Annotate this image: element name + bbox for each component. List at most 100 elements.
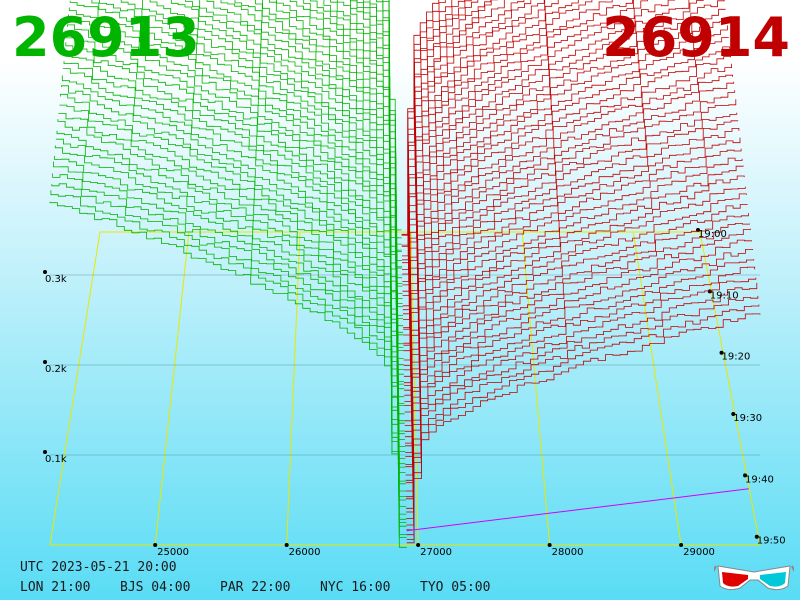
ask-latest-line [406, 488, 749, 532]
depth-tick [43, 450, 47, 454]
ask-depth-line [405, 213, 749, 484]
bid-depth-line [56, 130, 406, 501]
depth-chart[interactable]: 25000 26000 27000 28000 29000 0.1k 0.2k 0.3k 19:… [0, 0, 800, 560]
bid-depth-line [61, 75, 406, 468]
ask-depth-line [404, 112, 738, 426]
ask-depth-line [403, 17, 727, 371]
price-tick-label: 28000 [552, 547, 584, 558]
ask-depth-line [401, 0, 472, 257]
bid-depth-line [53, 161, 407, 523]
time-tick-label: 19:00 [698, 229, 727, 240]
bid-depth-line [54, 155, 407, 520]
bid-depth-line [220, 0, 404, 365]
ask-depth-line [403, 0, 613, 320]
bid-depth-line [269, 0, 404, 345]
ask-depth-line [405, 175, 745, 465]
time-tick [707, 289, 712, 294]
bid-depth-line [262, 0, 404, 348]
bid-depth-line [388, 0, 402, 245]
ask-depth-line [405, 204, 748, 481]
ask-depth-line [404, 90, 736, 413]
time-tick-label: 19:50 [757, 536, 786, 547]
bid-depth-line [49, 201, 407, 548]
ask-depth-line [405, 193, 747, 476]
bid-depth-line [91, 0, 405, 415]
bid-depth-line [67, 24, 405, 435]
bid-depth-line [55, 138, 407, 507]
ask-depth-line [406, 277, 757, 526]
ask-depth-line [404, 37, 729, 384]
price-tick [547, 543, 552, 547]
depth-tick-label: 0.3k [45, 274, 67, 285]
chart-grid [43, 228, 761, 547]
price-gridline [521, 231, 551, 546]
ask-depth-line [404, 55, 731, 391]
ask-depth-line [402, 0, 525, 282]
ask-depth-line [403, 0, 676, 344]
bid-depth-line [58, 113, 406, 492]
time-tick-label: 19:40 [745, 474, 774, 485]
price-gridline [154, 231, 190, 546]
bid-depth-line [68, 7, 405, 424]
ask-depth-line [405, 228, 751, 498]
ask-depth-line [406, 259, 755, 513]
depth-lines [49, 0, 761, 548]
ask-depth-line [405, 137, 741, 444]
bid-depth-line [276, 0, 404, 336]
bid-depth-line [164, 0, 405, 385]
time-tick-label: 19:10 [710, 290, 739, 301]
clock-lon: LON 21:00 [20, 580, 91, 595]
ask-depth-line [404, 99, 737, 422]
bid-depth-line [120, 0, 405, 404]
time-tick [754, 534, 759, 539]
bid-depth-line [206, 0, 404, 370]
time-tick-label: 19:20 [722, 352, 751, 363]
ask-depth-line [404, 120, 739, 432]
depth-tick [43, 360, 47, 364]
clock-par: PAR 22:00 [220, 580, 291, 595]
bid-depth-line [65, 42, 406, 447]
bid-depth-line [303, 0, 404, 327]
ask-depth-line [404, 81, 735, 406]
clock-tyo: TYO 05:00 [420, 580, 491, 595]
time-tick-label: 19:30 [733, 413, 762, 424]
bid-depth-line [323, 0, 403, 316]
clock-nyc: NYC 16:00 [320, 580, 391, 595]
ask-depth-line [405, 223, 750, 492]
depth-tick-label: 0.2k [45, 364, 67, 375]
ask-depth-line [402, 0, 579, 311]
ask-depth-line [406, 249, 753, 509]
time-tick [719, 350, 724, 355]
ask-depth-line [404, 63, 732, 396]
ask-depth-line [402, 0, 559, 307]
ask-depth-line [404, 46, 730, 386]
bid-depth-line [51, 183, 407, 535]
price-tick [153, 543, 158, 547]
price-tick [416, 543, 421, 547]
bid-depth-line [142, 0, 405, 398]
price-tick [679, 543, 684, 547]
ask-depth-line [403, 0, 725, 361]
bid-depth-line [59, 104, 406, 485]
bid-depth-line [330, 0, 403, 308]
ask-depth-line [405, 165, 744, 457]
ask-depth-line [402, 0, 479, 261]
price-gridline [632, 231, 682, 546]
price-tick [284, 543, 289, 547]
bid-depth-line [64, 48, 406, 452]
ask-price: 26914 [602, 6, 790, 69]
ask-depth-line [402, 0, 532, 286]
floor-frame [49, 231, 761, 546]
ask-depth-line [406, 313, 761, 544]
ask-depth-line [402, 0, 492, 264]
ask-depth-line [404, 74, 733, 402]
ask-depth-line [406, 304, 760, 540]
time-tick [743, 473, 748, 478]
ask-depth-line [401, 0, 465, 247]
bid-depth-line [52, 173, 407, 527]
bid-depth-line [336, 0, 403, 304]
ask-depth-line [403, 0, 634, 330]
depth-tick [43, 270, 47, 274]
3d-glasses-icon[interactable] [714, 560, 794, 594]
ask-depth-line [404, 128, 740, 438]
